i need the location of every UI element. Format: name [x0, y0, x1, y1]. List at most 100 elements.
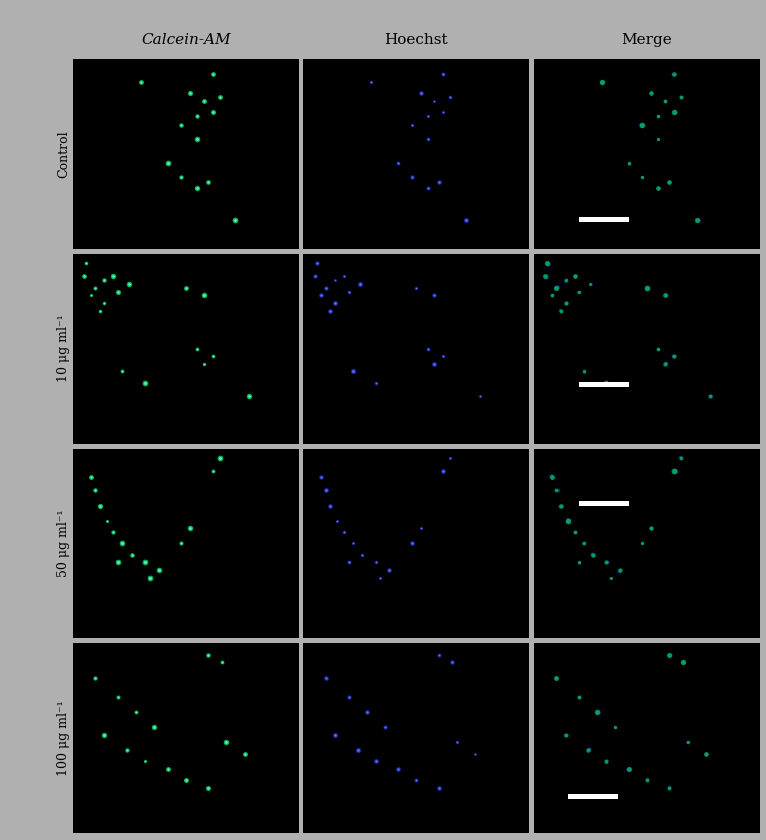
Point — [207, 465, 219, 478]
Point — [311, 256, 323, 270]
Point — [677, 656, 689, 669]
Point — [704, 390, 716, 403]
Point — [93, 499, 106, 512]
Point — [90, 671, 101, 685]
Point — [444, 451, 457, 465]
Point — [569, 525, 581, 538]
Point — [573, 285, 585, 298]
Point — [139, 556, 151, 570]
Point — [238, 747, 250, 760]
Point — [411, 774, 423, 787]
Point — [347, 537, 359, 550]
Point — [365, 75, 378, 88]
Point — [561, 513, 574, 527]
Point — [659, 94, 671, 108]
Point — [406, 170, 418, 183]
Point — [216, 656, 228, 669]
Point — [623, 157, 635, 171]
Point — [329, 727, 341, 741]
Point — [184, 87, 196, 100]
Point — [692, 213, 704, 227]
Point — [352, 743, 364, 757]
Point — [545, 470, 557, 483]
Point — [414, 522, 427, 535]
Point — [677, 656, 689, 669]
Point — [85, 289, 97, 302]
Point — [179, 774, 192, 787]
Point — [664, 648, 676, 662]
Point — [238, 747, 250, 760]
Point — [191, 132, 203, 145]
Point — [100, 514, 113, 528]
Point — [179, 774, 192, 787]
Point — [645, 87, 657, 100]
Bar — [579, 218, 629, 222]
Point — [406, 537, 418, 550]
Point — [356, 549, 368, 562]
Point — [444, 90, 457, 103]
Point — [85, 470, 97, 484]
Point — [175, 537, 188, 550]
Point — [539, 270, 552, 284]
Point — [555, 304, 567, 318]
Point — [641, 773, 653, 786]
Point — [573, 690, 585, 703]
Point — [421, 181, 434, 195]
Point — [383, 564, 395, 577]
Point — [437, 67, 450, 81]
Point — [342, 690, 355, 703]
Point — [637, 118, 649, 132]
Point — [428, 94, 440, 108]
Point — [433, 176, 445, 189]
Point — [90, 484, 101, 497]
Point — [668, 67, 680, 81]
Point — [586, 548, 598, 561]
Point — [546, 289, 558, 302]
Point — [583, 743, 595, 756]
Point — [207, 349, 219, 363]
Point — [98, 274, 110, 287]
Point — [207, 465, 219, 478]
Point — [320, 671, 332, 685]
Point — [555, 304, 567, 318]
Point — [674, 450, 686, 464]
Point — [558, 727, 571, 741]
Point — [107, 525, 119, 538]
Point — [184, 522, 196, 535]
Point — [421, 109, 434, 123]
Text: 100 μg ml⁻¹: 100 μg ml⁻¹ — [57, 701, 70, 776]
Point — [539, 270, 552, 283]
Point — [451, 736, 463, 749]
Point — [342, 285, 355, 298]
Point — [421, 181, 434, 195]
Point — [645, 522, 657, 535]
Point — [700, 748, 712, 761]
Point — [123, 277, 136, 291]
Point — [116, 537, 129, 550]
Point — [116, 365, 129, 378]
Point — [347, 537, 359, 550]
Point — [356, 549, 368, 562]
Point — [198, 357, 210, 370]
Point — [573, 556, 585, 570]
Point — [559, 274, 571, 287]
Point — [191, 109, 203, 123]
Point — [90, 281, 101, 295]
Point — [369, 556, 381, 570]
Point — [451, 736, 463, 749]
Point — [191, 342, 203, 355]
Point — [329, 274, 341, 287]
Point — [584, 277, 597, 291]
Point — [411, 281, 423, 295]
Point — [690, 213, 702, 227]
Point — [551, 281, 563, 294]
Point — [309, 270, 321, 283]
Point — [139, 376, 151, 390]
Point — [90, 671, 101, 685]
Point — [614, 564, 626, 577]
Point — [221, 736, 233, 749]
Point — [374, 571, 386, 585]
Point — [229, 213, 241, 227]
Point — [126, 549, 138, 562]
Point — [596, 76, 608, 89]
